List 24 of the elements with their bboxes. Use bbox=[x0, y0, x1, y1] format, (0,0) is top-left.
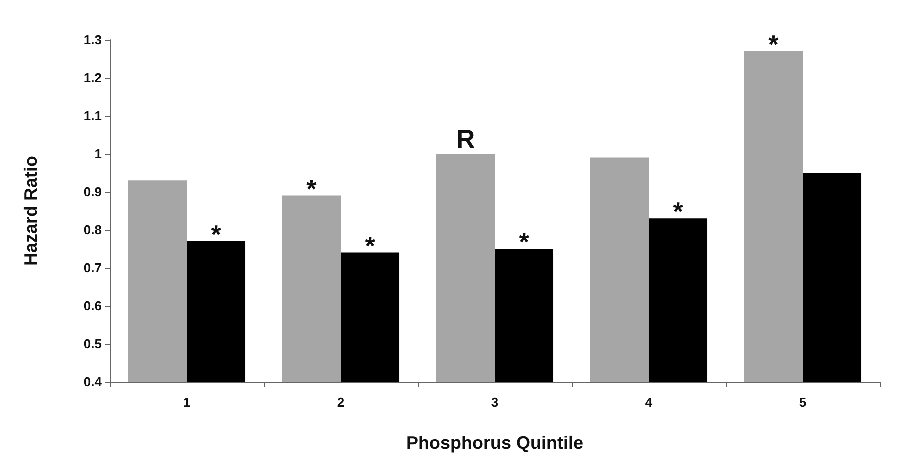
y-tick-label: 1 bbox=[94, 146, 102, 162]
y-tick-label: 0.9 bbox=[84, 184, 102, 200]
x-tick-label: 4 bbox=[645, 395, 654, 410]
y-tick-label: 0.4 bbox=[84, 374, 103, 390]
y-tick-label: 0.6 bbox=[84, 298, 102, 314]
y-tick-label: 1.2 bbox=[84, 70, 102, 86]
x-tick-label: 3 bbox=[491, 395, 499, 410]
x-tick-label: 2 bbox=[337, 395, 345, 410]
annotation: R bbox=[456, 124, 476, 154]
y-tick-label: 1.1 bbox=[84, 108, 102, 124]
y-axis-title: Hazard Ratio bbox=[21, 156, 41, 266]
x-axis-title: Phosphorus Quintile bbox=[406, 433, 584, 453]
y-tick-label: 1.3 bbox=[84, 32, 102, 48]
annotation: * bbox=[211, 219, 222, 250]
y-tick-label: 0.7 bbox=[84, 260, 102, 276]
annotation: * bbox=[673, 196, 684, 227]
annotation: * bbox=[365, 230, 376, 261]
annotation: * bbox=[768, 29, 780, 60]
y-tick-label: 0.8 bbox=[84, 222, 102, 238]
x-tick-label: 5 bbox=[799, 395, 807, 410]
y-tick-label: 0.5 bbox=[84, 336, 102, 352]
annotation: * bbox=[306, 174, 318, 204]
x-tick-label: 1 bbox=[183, 395, 191, 410]
annotation: * bbox=[519, 227, 530, 257]
